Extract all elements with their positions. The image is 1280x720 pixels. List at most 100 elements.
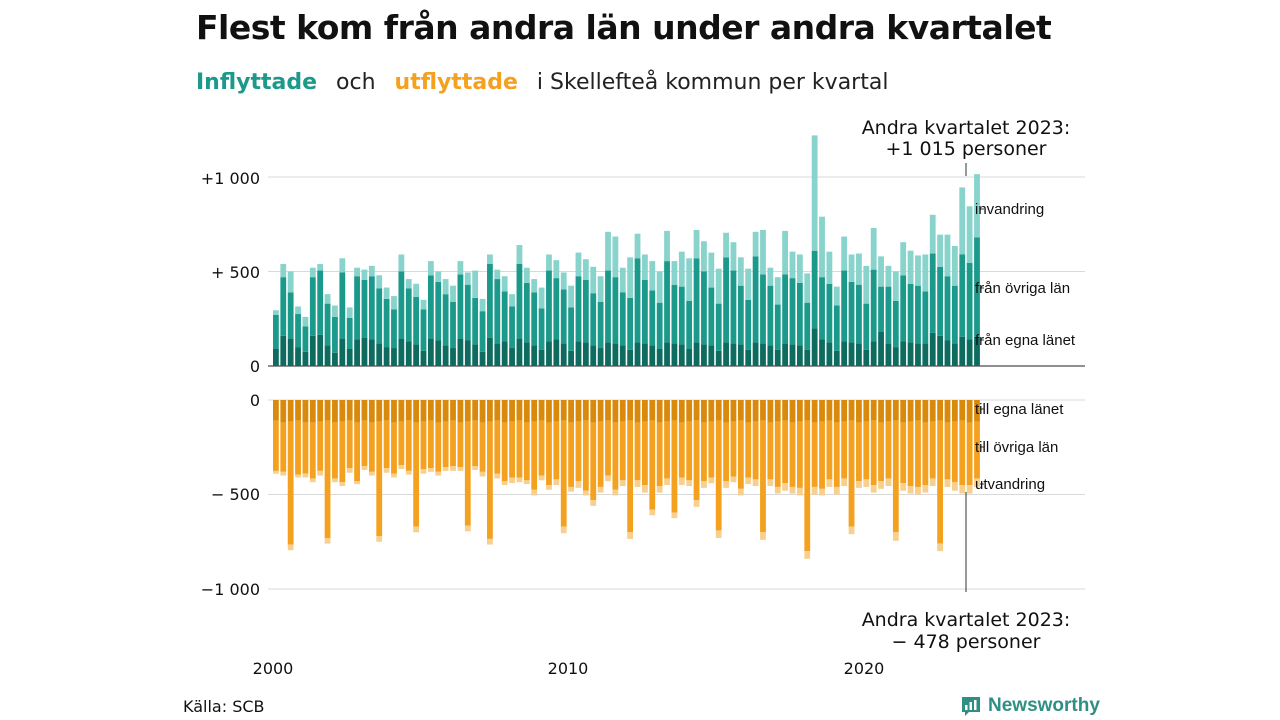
- bar-till-egna-lanet: [760, 400, 766, 421]
- bar-utvandring: [664, 478, 670, 486]
- bar-till-ovriga-lan: [715, 420, 722, 531]
- bar-fran-ovriga-lan: [782, 274, 789, 344]
- bar-fran-ovriga-lan: [361, 280, 368, 338]
- bar-fran-ovriga-lan: [929, 253, 936, 333]
- bar-utvandring: [612, 489, 619, 496]
- label-invandring: invandring: [975, 201, 1044, 218]
- annotation-top-line1: Andra kvartalet 2023:: [862, 117, 1071, 139]
- bar-invandring: [376, 275, 383, 289]
- bar-fran-egna-lanet: [523, 342, 530, 366]
- bar-invandring: [273, 310, 279, 315]
- bar-utvandring: [760, 532, 766, 540]
- bar-till-egna-lanet: [671, 400, 678, 421]
- bar-invandring: [789, 251, 796, 279]
- bar-till-egna-lanet: [597, 400, 604, 422]
- bar-invandring: [656, 271, 663, 303]
- bar-till-egna-lanet: [856, 400, 862, 423]
- bar-invandring: [464, 272, 471, 285]
- bar-till-ovriga-lan: [915, 420, 921, 487]
- bar-fran-ovriga-lan: [302, 326, 309, 352]
- bar-invandring: [826, 251, 833, 284]
- bar-invandring: [951, 245, 958, 286]
- bar-till-egna-lanet: [287, 400, 294, 422]
- bar-till-ovriga-lan: [487, 421, 493, 539]
- bar-fran-egna-lanet: [693, 342, 700, 366]
- bar-fran-egna-lanet: [937, 335, 943, 366]
- bar-utvandring: [295, 474, 301, 478]
- bar-till-ovriga-lan: [442, 421, 449, 468]
- bar-fran-ovriga-lan: [678, 286, 685, 345]
- bar-till-ovriga-lan: [332, 422, 338, 479]
- bar-invandring: [767, 267, 774, 286]
- bar-utvandring: [568, 486, 574, 492]
- bar-fran-egna-lanet: [560, 343, 567, 366]
- bar-fran-ovriga-lan: [841, 270, 848, 342]
- source-label: Källa: SCB: [183, 697, 265, 716]
- bar-invandring: [693, 229, 700, 259]
- bar-utvandring: [280, 471, 287, 476]
- bar-fran-ovriga-lan: [804, 302, 811, 350]
- bar-invandring: [339, 258, 346, 273]
- bar-till-egna-lanet: [922, 400, 929, 423]
- y-tick-label: −1 000: [201, 580, 260, 599]
- bar-till-egna-lanet: [487, 400, 493, 422]
- bar-utvandring: [863, 479, 870, 487]
- bar-invandring: [745, 268, 752, 300]
- bar-till-egna-lanet: [723, 400, 729, 423]
- bar-fran-ovriga-lan: [487, 263, 493, 338]
- bar-fran-egna-lanet: [605, 342, 611, 366]
- bar-till-ovriga-lan: [361, 420, 368, 467]
- bar-till-egna-lanet: [951, 400, 958, 422]
- bar-utvandring: [361, 466, 368, 470]
- brand-name: Newsworthy: [988, 695, 1100, 716]
- bar-till-egna-lanet: [479, 400, 486, 423]
- bar-utvandring: [966, 485, 973, 494]
- bar-invandring: [856, 253, 862, 285]
- bar-till-ovriga-lan: [745, 422, 752, 478]
- bar-till-egna-lanet: [833, 400, 840, 423]
- bar-till-egna-lanet: [745, 400, 752, 423]
- bar-fran-ovriga-lan: [937, 266, 943, 336]
- bar-till-egna-lanet: [582, 400, 589, 421]
- bar-utvandring: [560, 526, 567, 534]
- bar-utvandring: [737, 488, 744, 496]
- bar-invandring: [523, 267, 530, 283]
- bar-till-ovriga-lan: [782, 420, 789, 484]
- bar-fran-ovriga-lan: [605, 270, 611, 343]
- bar-till-ovriga-lan: [642, 421, 648, 486]
- bar-fran-ovriga-lan: [619, 292, 626, 346]
- bar-till-egna-lanet: [885, 400, 892, 422]
- bar-invandring: [760, 229, 766, 275]
- bar-till-egna-lanet: [811, 400, 818, 423]
- bar-till-egna-lanet: [295, 400, 301, 421]
- bar-till-ovriga-lan: [951, 421, 958, 483]
- bar-till-egna-lanet: [523, 400, 530, 423]
- bar-fran-ovriga-lan: [612, 277, 619, 344]
- bar-fran-egna-lanet: [848, 342, 855, 366]
- bar-invandring: [391, 296, 397, 310]
- bar-till-ovriga-lan: [848, 420, 855, 527]
- bar-utvandring: [715, 530, 722, 538]
- bar-till-egna-lanet: [398, 400, 405, 422]
- bar-fran-egna-lanet: [701, 344, 707, 366]
- label-till-ovriga-lan: till övriga län: [975, 439, 1058, 456]
- bar-fran-egna-lanet: [833, 350, 840, 366]
- bar-utvandring: [974, 478, 980, 487]
- bar-utvandring: [324, 537, 331, 544]
- bar-till-egna-lanet: [642, 400, 648, 422]
- bar-till-ovriga-lan: [302, 422, 309, 474]
- bar-till-egna-lanet: [627, 400, 634, 421]
- bar-utvandring: [656, 485, 663, 493]
- bar-fran-ovriga-lan: [767, 285, 774, 346]
- bar-till-egna-lanet: [450, 400, 456, 421]
- bar-fran-ovriga-lan: [870, 269, 877, 342]
- bar-invandring: [538, 287, 545, 309]
- bar-utvandring: [915, 486, 921, 495]
- bar-utvandring: [605, 475, 611, 482]
- x-tick-label: 2010: [548, 659, 589, 678]
- bar-utvandring: [287, 544, 294, 551]
- bar-fran-ovriga-lan: [649, 290, 656, 346]
- bar-fran-ovriga-lan: [391, 309, 397, 349]
- bar-fran-ovriga-lan: [427, 275, 434, 339]
- bar-fran-egna-lanet: [678, 344, 685, 366]
